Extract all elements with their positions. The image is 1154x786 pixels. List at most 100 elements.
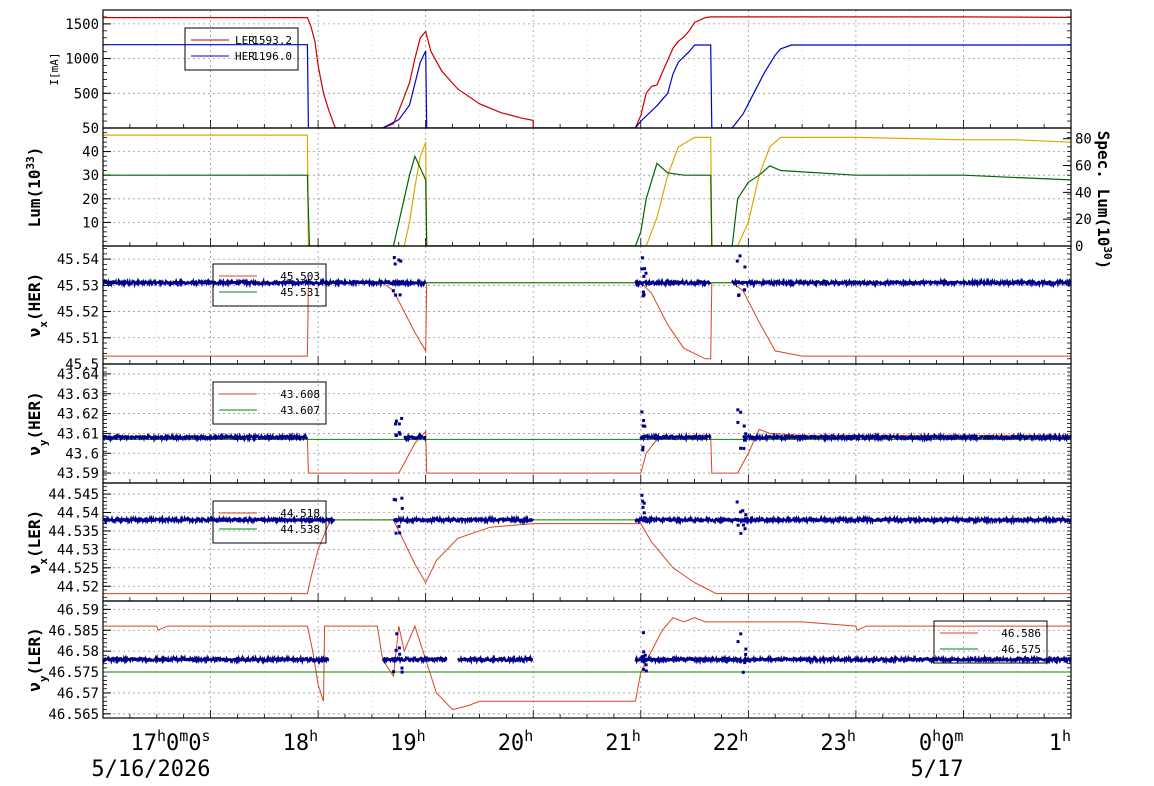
y-tick-label: 1500 <box>65 17 99 33</box>
measured-outlier <box>744 647 748 651</box>
measured-tune-band <box>742 431 1071 444</box>
legend-value: 44.518 <box>280 507 320 520</box>
measured-outlier <box>739 632 743 636</box>
y-tick-label: 45.52 <box>57 305 99 321</box>
y-tick-label: 45.5 <box>65 357 99 373</box>
measured-outlier <box>642 516 646 520</box>
measured-outlier <box>392 657 396 661</box>
measured-outlier <box>641 290 645 294</box>
measured-tune-band <box>103 514 336 526</box>
measured-outlier <box>391 289 395 293</box>
measured-tune-band <box>103 653 330 666</box>
x-tick-label: 17h0m0s <box>130 727 210 756</box>
measured-outlier <box>399 259 403 263</box>
measured-tune-band <box>457 653 533 665</box>
measured-outlier <box>397 646 401 650</box>
measured-outlier <box>400 670 404 674</box>
panel-luminosity: 10 20 30 40 50 Lum(1033) 0 20 40 60 80 Spec. Lum(10… <box>24 121 1115 269</box>
measured-outlier <box>641 256 645 260</box>
measured-outlier <box>642 418 646 422</box>
measured-outlier <box>743 661 747 665</box>
measured-tune-band <box>634 277 712 289</box>
legend-value: 43.607 <box>280 404 320 417</box>
measured-outlier <box>643 267 647 271</box>
measured-tune-band <box>640 431 712 443</box>
y-tick-label: 43.64 <box>57 367 99 383</box>
x-tick-label: 21h <box>605 727 641 756</box>
y-tick-label: 44.54 <box>57 506 99 522</box>
legend: 45.503 45.531 <box>212 263 327 307</box>
legend-box <box>212 500 327 544</box>
y-axis-label: νy(HER) <box>25 391 50 455</box>
measured-outlier <box>641 505 645 509</box>
measured-outlier <box>642 654 646 658</box>
x-tick-label: 22h <box>713 727 749 756</box>
y-tick-label: 46.565 <box>48 707 99 723</box>
measured-outlier <box>392 670 396 674</box>
measured-outlier <box>395 632 399 636</box>
measured-outlier <box>640 493 644 497</box>
panel-data <box>103 16 1071 128</box>
measured-outlier <box>742 288 746 292</box>
y-axis-label: Lum(1033) <box>24 147 45 228</box>
measured-outlier <box>643 653 647 657</box>
measured-tune-band <box>634 653 1071 666</box>
panel-frame <box>102 600 1072 719</box>
measured-outlier <box>397 258 401 262</box>
x-tick-label: 20h <box>498 727 534 756</box>
measured-tune-band <box>103 277 427 289</box>
y-axis-label: I[mA] <box>48 52 61 85</box>
measured-outlier <box>400 666 404 670</box>
setpoint-line <box>103 519 1071 595</box>
measured-outlier <box>739 410 743 414</box>
y-tick-label: 45.53 <box>57 278 99 294</box>
measured-outlier <box>639 436 643 440</box>
measured-outlier <box>640 267 644 271</box>
measured-tune-band <box>634 514 1071 526</box>
legend-value: 45.503 <box>280 270 320 283</box>
measured-outlier <box>643 424 647 428</box>
y-tick-label: 46.59 <box>57 602 99 618</box>
measured-outlier <box>741 670 745 674</box>
measured-outlier <box>641 448 645 452</box>
measured-outlier <box>738 660 742 664</box>
measured-tune-band <box>103 431 308 444</box>
y-tick-label: 20 <box>82 192 99 208</box>
measured-outlier <box>398 293 402 297</box>
y-tick-label: 500 <box>74 86 99 102</box>
measured-outlier <box>394 293 398 297</box>
right-y-tick-label: 60 <box>1075 159 1092 175</box>
measured-tune-band <box>403 431 427 443</box>
measured-outlier <box>641 424 645 428</box>
measured-outlier <box>735 500 739 504</box>
y-tick-label: 30 <box>82 168 99 184</box>
series-line <box>103 16 1071 128</box>
legend-value: 44.538 <box>280 523 320 536</box>
measured-outlier <box>743 265 747 269</box>
measured-outlier <box>742 446 746 450</box>
measured-outlier <box>400 416 404 420</box>
measured-outlier <box>741 509 745 513</box>
measured-outlier <box>397 422 401 426</box>
panel-data <box>103 493 1071 595</box>
measured-outlier <box>642 511 646 515</box>
measured-outlier <box>736 523 740 527</box>
right-y-tick-label: 80 <box>1075 132 1092 148</box>
measured-outlier <box>739 510 743 514</box>
panel-data <box>103 254 1071 360</box>
measured-outlier <box>743 438 747 442</box>
measured-outlier <box>739 531 743 535</box>
measured-outlier <box>743 527 747 531</box>
right-y-tick-label: 40 <box>1075 185 1092 201</box>
x-tick-label: 0h0m <box>919 727 964 756</box>
measured-outlier <box>644 271 648 275</box>
measured-outlier <box>642 501 646 505</box>
y-tick-label: 44.525 <box>48 561 99 577</box>
measured-outlier <box>742 424 746 428</box>
legend-name: LER <box>235 34 255 47</box>
measured-outlier <box>739 446 743 450</box>
measured-outlier <box>394 518 398 522</box>
y-tick-label: 43.63 <box>57 387 99 403</box>
legend: 44.518 44.538 <box>212 500 327 544</box>
right-y-axis-label: Spec. Lum(1030) <box>1094 131 1115 269</box>
